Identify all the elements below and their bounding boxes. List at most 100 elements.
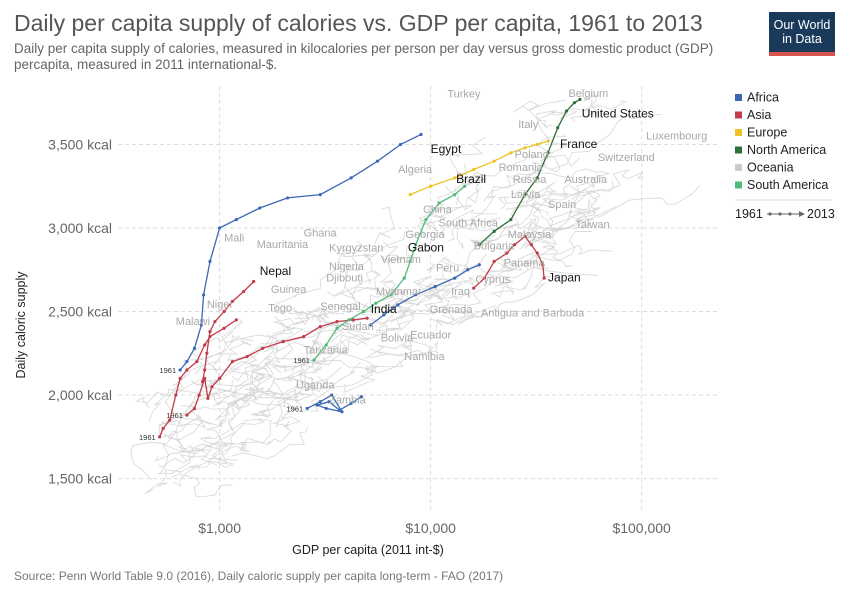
data-point[interactable] — [365, 316, 369, 320]
data-point[interactable] — [408, 259, 412, 264]
data-point[interactable] — [185, 360, 189, 364]
data-point[interactable] — [389, 293, 393, 297]
data-point[interactable] — [203, 368, 207, 372]
data-point[interactable] — [402, 276, 406, 280]
data-point[interactable] — [523, 146, 527, 150]
data-point[interactable] — [542, 276, 546, 280]
data-point[interactable] — [230, 360, 235, 364]
data-point[interactable] — [541, 263, 545, 267]
legend-item[interactable]: Africa — [735, 91, 779, 105]
data-point[interactable] — [185, 413, 189, 417]
series-china[interactable]: 1961 — [139, 318, 238, 442]
data-point[interactable] — [222, 309, 226, 314]
data-point[interactable] — [453, 176, 457, 180]
data-point[interactable] — [453, 192, 457, 197]
data-point[interactable] — [234, 318, 238, 322]
data-point[interactable] — [396, 303, 400, 307]
data-point[interactable] — [382, 313, 386, 317]
data-point[interactable] — [242, 289, 246, 294]
data-point[interactable] — [281, 340, 285, 344]
data-point[interactable] — [195, 360, 199, 364]
series-india[interactable]: 1961 — [166, 316, 369, 420]
data-point[interactable] — [351, 318, 355, 322]
data-point[interactable] — [178, 368, 182, 372]
data-point[interactable] — [261, 346, 265, 350]
data-point[interactable] — [305, 406, 309, 411]
data-point[interactable] — [192, 406, 197, 411]
data-point[interactable] — [230, 299, 235, 304]
data-point[interactable] — [359, 395, 364, 399]
data-point[interactable] — [419, 132, 423, 137]
data-point[interactable] — [168, 418, 172, 422]
series-egypt[interactable]: 1961 — [159, 132, 423, 375]
series-united-states[interactable] — [477, 97, 582, 247]
data-point[interactable] — [492, 229, 496, 233]
data-point[interactable] — [335, 326, 339, 330]
data-point[interactable] — [572, 101, 576, 105]
data-point[interactable] — [185, 368, 189, 372]
data-point[interactable] — [546, 151, 550, 155]
series-france[interactable] — [408, 139, 550, 197]
data-point[interactable] — [374, 301, 378, 305]
series-zambia[interactable]: 1961 — [286, 393, 364, 413]
data-point[interactable] — [161, 426, 165, 431]
data-point[interactable] — [327, 400, 331, 404]
data-point[interactable] — [199, 323, 204, 327]
series-japan[interactable] — [472, 234, 546, 290]
data-point[interactable] — [252, 279, 256, 284]
data-point[interactable] — [535, 251, 539, 255]
data-point[interactable] — [429, 184, 433, 188]
data-point[interactable] — [477, 243, 481, 247]
data-point[interactable] — [324, 406, 328, 411]
legend-item[interactable]: Asia — [735, 108, 771, 122]
data-point[interactable] — [349, 176, 353, 180]
data-point[interactable] — [433, 284, 437, 289]
data-point[interactable] — [218, 226, 222, 230]
data-point[interactable] — [208, 329, 212, 334]
data-point[interactable] — [513, 243, 517, 247]
data-point[interactable] — [203, 343, 207, 347]
data-point[interactable] — [472, 167, 476, 172]
data-point[interactable] — [222, 326, 226, 330]
data-point[interactable] — [318, 400, 322, 404]
legend-item[interactable]: Oceania — [735, 161, 794, 175]
data-point[interactable] — [210, 385, 214, 389]
data-point[interactable] — [453, 276, 457, 280]
data-point[interactable] — [482, 276, 487, 280]
data-point[interactable] — [258, 206, 262, 210]
data-point[interactable] — [523, 234, 527, 238]
data-point[interactable] — [556, 126, 560, 130]
data-point[interactable] — [192, 346, 197, 350]
data-point[interactable] — [564, 109, 569, 113]
data-point[interactable] — [408, 192, 412, 197]
data-point[interactable] — [347, 318, 351, 322]
data-point[interactable] — [361, 309, 365, 314]
data-point[interactable] — [535, 176, 539, 180]
data-point[interactable] — [234, 218, 238, 222]
legend-item[interactable]: Europe — [735, 126, 787, 140]
data-point[interactable] — [330, 393, 334, 397]
data-point[interactable] — [349, 401, 353, 406]
data-point[interactable] — [324, 343, 328, 347]
data-point[interactable] — [158, 435, 162, 439]
data-point[interactable] — [203, 376, 207, 380]
data-point[interactable] — [312, 358, 316, 362]
data-point[interactable] — [301, 334, 306, 339]
data-point[interactable] — [414, 243, 418, 247]
data-point[interactable] — [414, 293, 418, 297]
data-point[interactable] — [546, 139, 550, 143]
data-point[interactable] — [437, 201, 441, 205]
data-point[interactable] — [505, 251, 509, 255]
series-brazil[interactable]: 1961 — [293, 184, 467, 365]
data-point[interactable] — [369, 323, 373, 327]
data-point[interactable] — [208, 334, 212, 339]
data-point[interactable] — [466, 268, 470, 272]
legend-item[interactable]: South America — [735, 178, 828, 192]
data-point[interactable] — [375, 159, 380, 163]
data-point[interactable] — [206, 396, 210, 400]
data-point[interactable] — [218, 376, 222, 380]
data-point[interactable] — [492, 259, 496, 264]
data-point[interactable] — [523, 192, 527, 197]
data-point[interactable] — [286, 196, 290, 200]
data-point[interactable] — [424, 218, 428, 222]
